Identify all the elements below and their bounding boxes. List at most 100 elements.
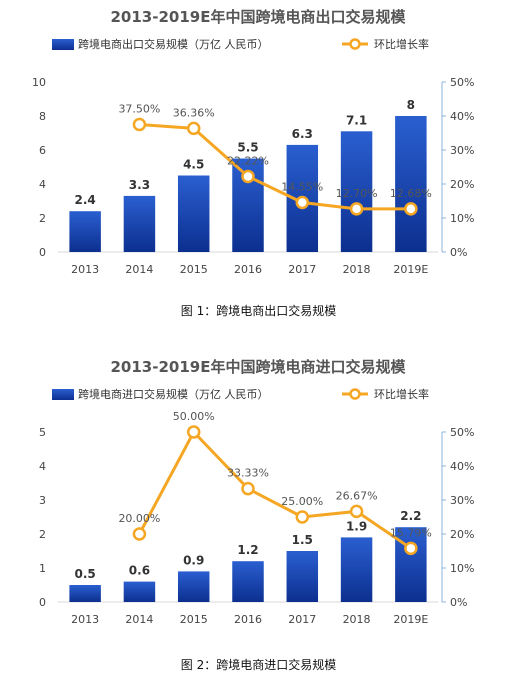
y-tick-label: 8 (39, 110, 46, 123)
y2-tick-label: 40% (450, 460, 474, 473)
bar (177, 571, 210, 602)
bar (232, 561, 264, 602)
import-chart-caption: 图 2：跨境电商进口交易规模 (180, 658, 337, 672)
chart-title: 2013-2019E年中国跨境电商出口交易规模 (111, 8, 407, 26)
legend: 跨境电商进口交易规模（万亿 人民币） 环比增长率 (52, 387, 429, 401)
x-tick-label: 2016 (234, 613, 262, 626)
growth-rate-label: 33.33% (227, 467, 269, 480)
growth-rate-point (349, 504, 364, 519)
x-tick-label: 2015 (180, 263, 208, 276)
y2-tick-label: 30% (450, 144, 474, 157)
y-tick-label: 5 (39, 426, 46, 439)
growth-rate-line (139, 123, 411, 211)
bar-value-label: 3.3 (129, 178, 150, 192)
growth-rate-point (241, 169, 255, 184)
y-tick-label: 0 (39, 246, 46, 259)
legend-line-marker (349, 388, 361, 400)
growth-rate-label: 12.68% (390, 187, 432, 200)
x-tick-label: 2017 (288, 613, 316, 626)
bar (123, 195, 156, 252)
y-tick-label: 4 (39, 460, 46, 473)
y2-tick-label: 10% (450, 212, 474, 225)
bar-value-label: 1.5 (292, 533, 313, 547)
y2-tick-label: 20% (450, 528, 474, 541)
growth-rate-label: 14.55% (281, 181, 323, 194)
growth-rate-point (132, 527, 147, 541)
bar-value-label: 2.4 (75, 193, 96, 207)
bar (340, 131, 373, 252)
growth-rate-point (186, 121, 201, 136)
growth-rate-point (404, 202, 418, 216)
growth-rate-point (295, 510, 310, 524)
growth-rate-label: 36.36% (173, 106, 215, 119)
x-tick-label: 2017 (288, 263, 316, 276)
bar (69, 585, 101, 602)
x-tick-label: 2014 (125, 263, 153, 276)
bar-value-label: 0.9 (183, 553, 204, 567)
bar-value-label: 2.2 (400, 509, 421, 523)
growth-rate-label: 20.00% (118, 512, 160, 525)
y-tick-label: 2 (39, 528, 46, 541)
x-tick-label: 2013 (71, 613, 99, 626)
y2-tick-label: 20% (450, 178, 474, 191)
y-tick-label: 0 (39, 596, 46, 609)
growth-rate-label: 12.70% (336, 187, 378, 200)
y2-tick-label: 10% (450, 562, 474, 575)
bar-value-label: 7.1 (346, 113, 367, 127)
y2-tick-label: 40% (450, 110, 474, 123)
legend-line-label: 环比增长率 (374, 37, 429, 51)
growth-rate-point (349, 202, 364, 216)
bar (69, 211, 101, 252)
y-tick-label: 3 (39, 494, 46, 507)
bar-value-label: 1.2 (237, 543, 258, 557)
x-tick-label: 2016 (234, 263, 262, 276)
growth-rate-point (241, 481, 255, 496)
bar-value-label: 1.9 (346, 519, 367, 533)
y2-tick-label: 50% (450, 426, 474, 439)
legend-line-marker (349, 38, 361, 50)
growth-rate-point (186, 425, 201, 439)
x-tick-label: 2019E (393, 263, 428, 276)
y2-tick-label: 0% (450, 246, 467, 259)
x-tick-label: 2018 (343, 263, 371, 276)
y2-tick-label: 50% (450, 76, 474, 89)
growth-rate-label: 15.79% (390, 526, 432, 539)
export-chart-panel: 2013-2019E年中国跨境电商出口交易规模跨境电商出口交易规模（万亿 人民币… (0, 0, 517, 300)
legend-bar-swatch (52, 389, 74, 400)
bar-value-label: 5.5 (237, 141, 258, 155)
legend-bar-label: 跨境电商出口交易规模（万亿 人民币） (78, 37, 269, 51)
legend: 跨境电商出口交易规模（万亿 人民币） 环比增长率 (52, 37, 429, 51)
bar-value-label: 4.5 (183, 158, 204, 172)
bar (395, 116, 427, 252)
x-tick-label: 2014 (125, 613, 153, 626)
x-tick-label: 2013 (71, 263, 99, 276)
bar-value-label: 6.3 (292, 127, 313, 141)
bar (286, 551, 319, 602)
growth-rate-label: 37.50% (118, 103, 160, 116)
bar-value-label: 0.6 (129, 564, 150, 578)
legend-line-label: 环比增长率 (374, 387, 429, 401)
growth-rate-point (404, 541, 418, 556)
bar (340, 537, 373, 602)
y2-tick-label: 30% (450, 494, 474, 507)
y-tick-label: 6 (39, 144, 46, 157)
bar (123, 581, 156, 602)
y2-tick-label: 0% (450, 596, 467, 609)
growth-rate-line (138, 429, 412, 550)
y-tick-label: 1 (39, 562, 46, 575)
x-tick-label: 2019E (393, 613, 428, 626)
y-tick-label: 2 (39, 212, 46, 225)
legend-bar-swatch (52, 39, 74, 50)
growth-rate-label: 22.22% (227, 154, 269, 167)
growth-rate-label: 25.00% (281, 495, 323, 508)
growth-rate-label: 26.67% (336, 489, 378, 502)
export-chart-caption: 图 1：跨境电商出口交易规模 (180, 304, 337, 318)
import-chart-panel: 2013-2019E年中国跨境电商进口交易规模 跨境电商进口交易规模（万亿 人民币… (0, 350, 517, 650)
bar (177, 175, 210, 252)
bar-value-label: 0.5 (75, 567, 96, 581)
x-tick-label: 2015 (180, 613, 208, 626)
growth-rate-point (295, 195, 310, 210)
legend-bar-label: 跨境电商进口交易规模（万亿 人民币） (78, 387, 269, 401)
